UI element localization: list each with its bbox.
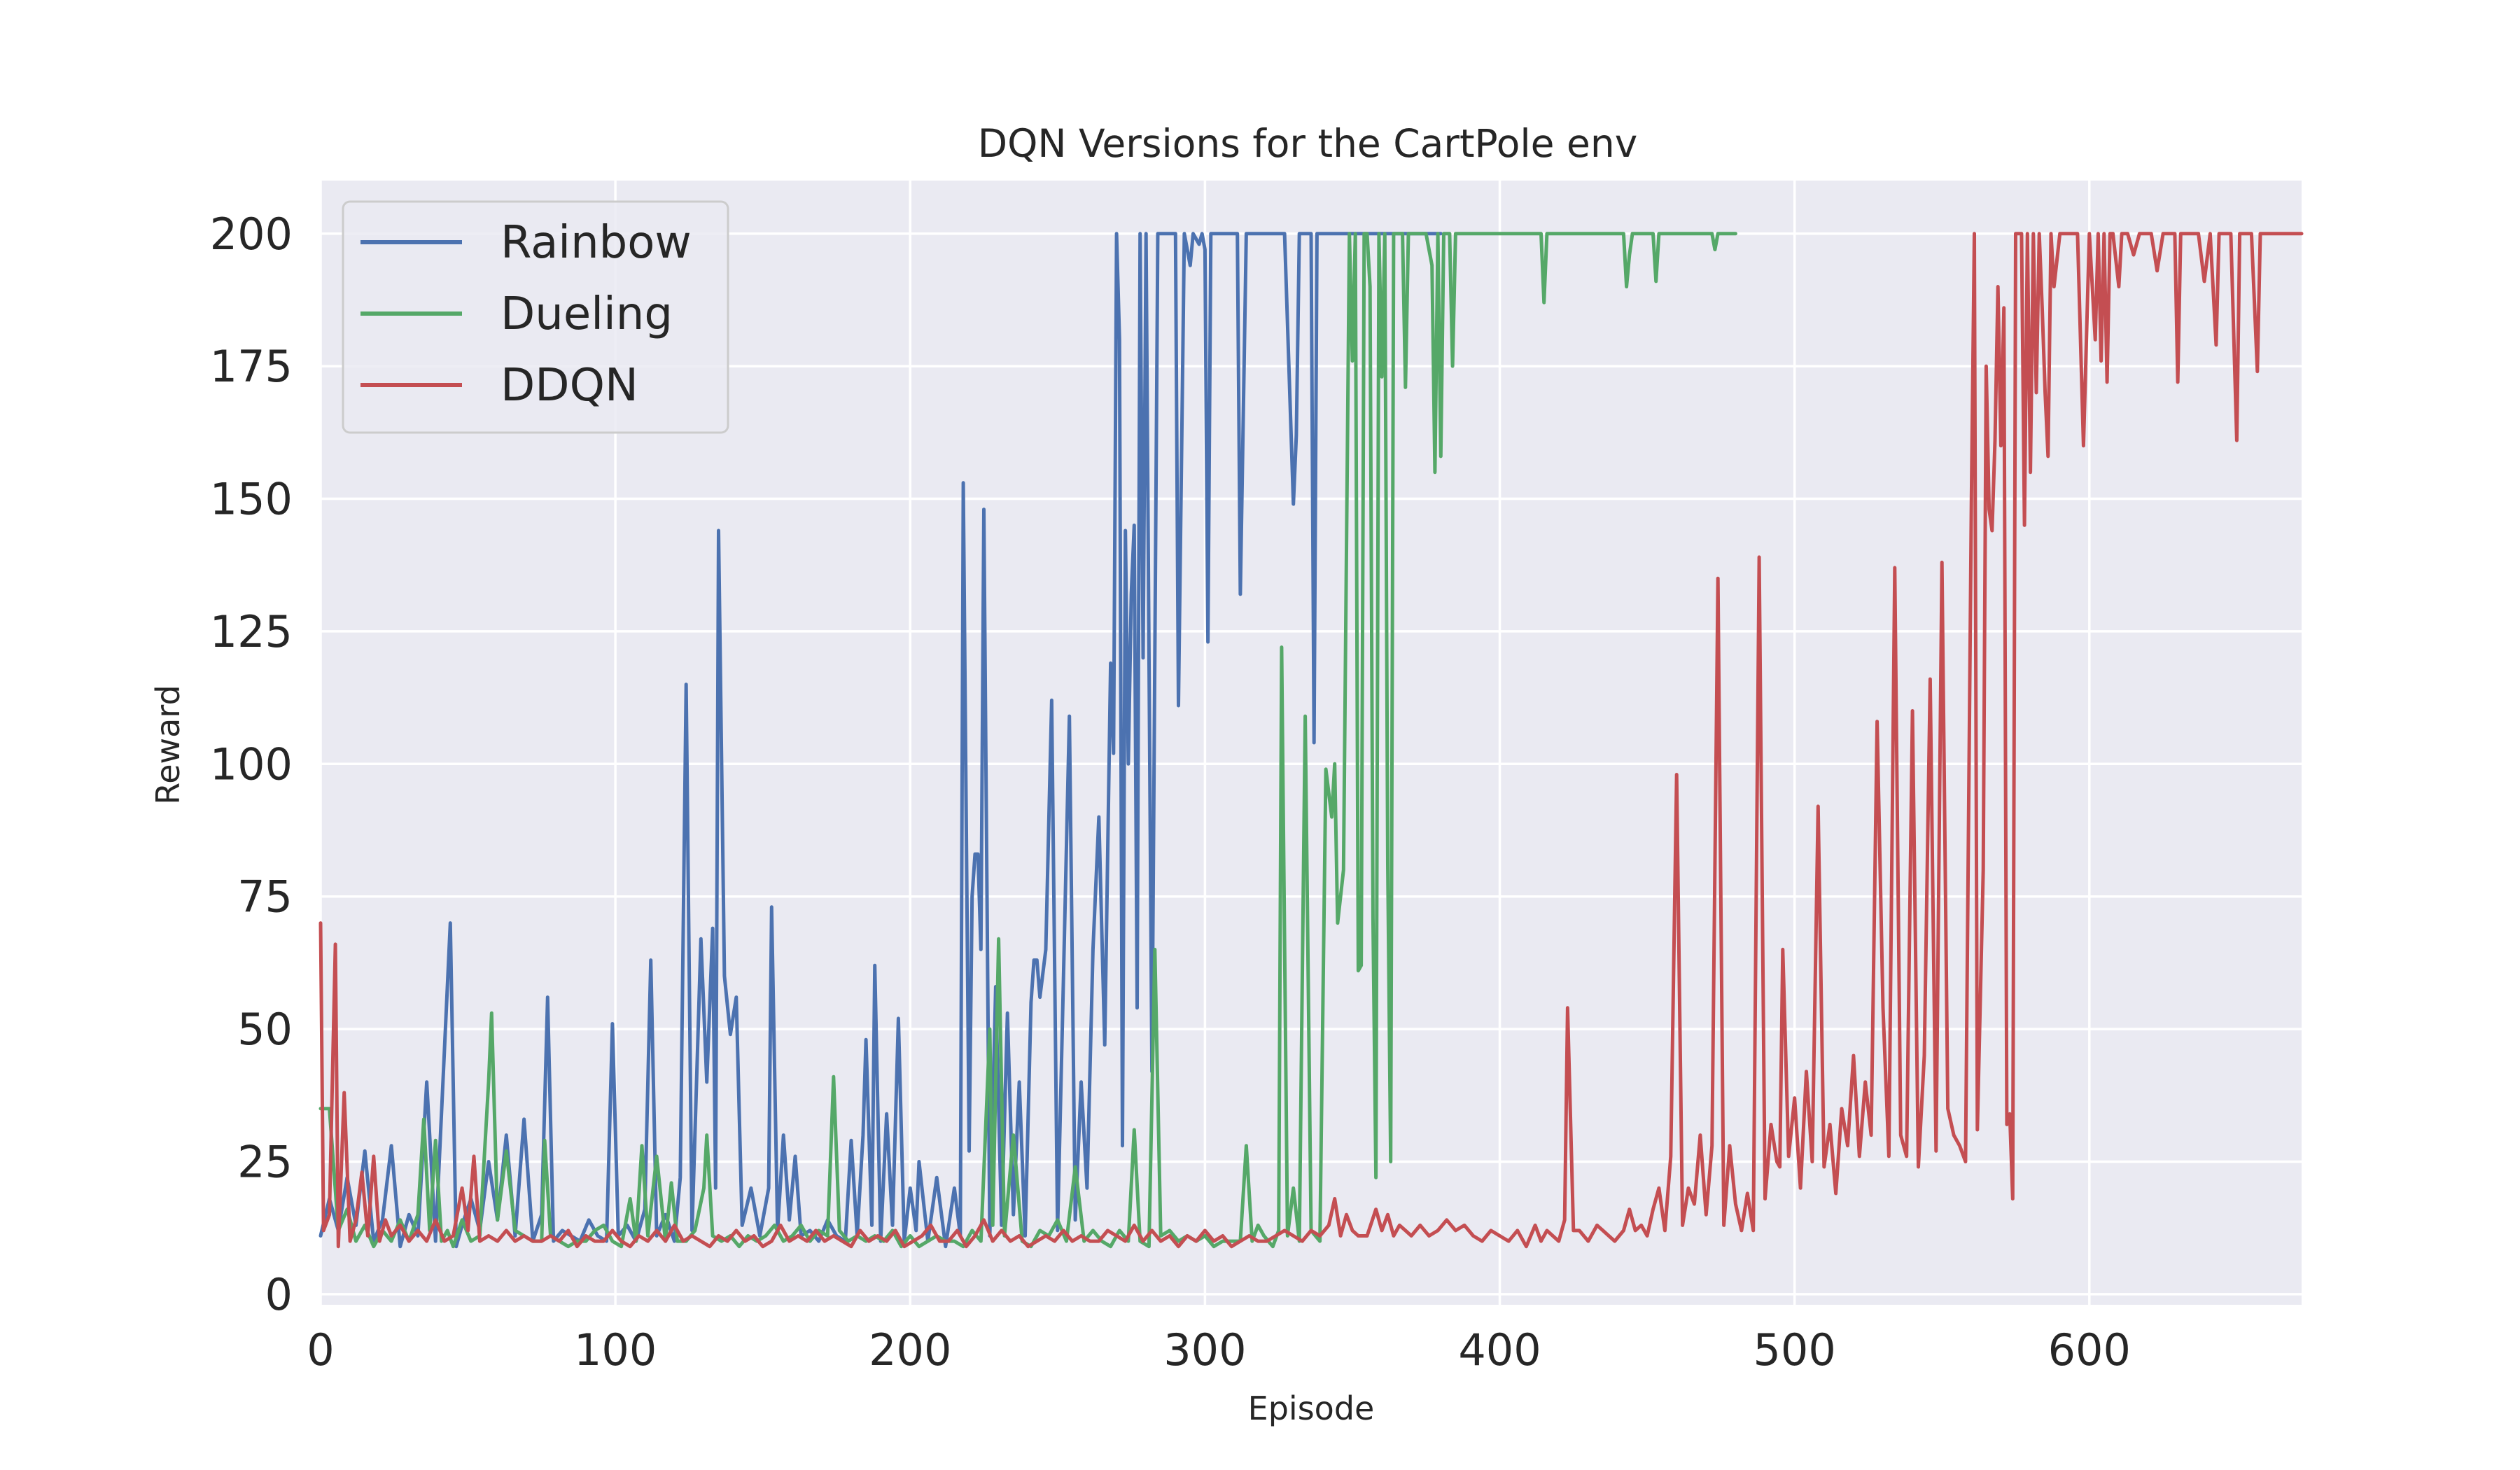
y-tick-75: 75 [237,872,293,923]
legend-label-dueling: Dueling [500,288,673,340]
y-tick-200: 200 [210,209,293,260]
series-line-ddqn [318,232,2304,1249]
x-tick-200: 200 [869,1324,951,1376]
legend-box [342,200,729,434]
legend-label-ddqn: DDQN [500,360,638,412]
y-tick-125: 125 [210,606,293,657]
legend-label-rainbow: Rainbow [500,217,692,269]
y-axis-label: Reward [149,685,187,804]
series-lines [318,232,2304,1249]
y-tick-150: 150 [210,474,293,525]
legend: Rainbow Dueling DDQN [342,200,729,434]
chart-title: DQN Versions for the CartPole env [978,121,1638,166]
y-tick-0: 0 [265,1269,293,1320]
tick-labels: 0 100 200 300 400 500 600 0 25 50 75 100 125 150 175 20… [210,209,2131,1376]
y-tick-50: 50 [237,1004,293,1055]
x-tick-500: 500 [1753,1324,1835,1376]
x-tick-400: 400 [1458,1324,1541,1376]
x-tick-600: 600 [2048,1324,2131,1376]
y-tick-100: 100 [210,738,293,790]
x-tick-0: 0 [307,1324,334,1376]
y-tick-175: 175 [210,341,293,392]
x-axis-label: Episode [1248,1390,1375,1427]
y-tick-25: 25 [237,1136,293,1187]
x-tick-300: 300 [1163,1324,1246,1376]
x-tick-100: 100 [574,1324,657,1376]
